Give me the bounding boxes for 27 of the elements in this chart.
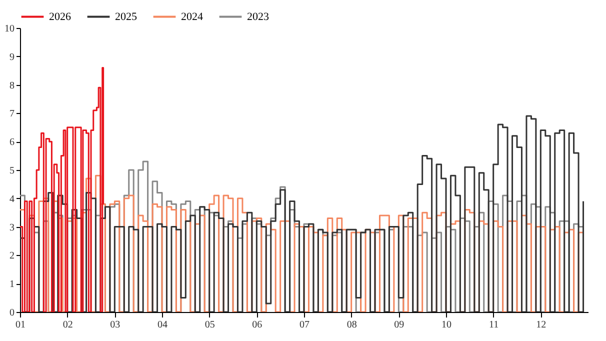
x-tick-label: 09 — [394, 320, 404, 330]
y-tick-label: 8 — [10, 80, 14, 92]
x-tick-label: 03 — [110, 320, 120, 330]
y-tick-label: 5 — [10, 166, 14, 176]
y-tick-label: 9 — [10, 52, 14, 63]
x-tick-label: 01 — [16, 320, 26, 330]
legend-label: 2025 — [115, 10, 138, 23]
y-tick-label: 7 — [10, 108, 14, 120]
x-tick-label: 08 — [346, 320, 357, 330]
y-tick-label: 2 — [10, 250, 14, 262]
legend-label: 2024 — [181, 10, 204, 23]
x-tick-label: 12 — [536, 320, 546, 330]
y-tick-label: 4 — [10, 194, 14, 205]
x-tick-label: 04 — [158, 320, 168, 330]
x-tick-label: 10 — [442, 320, 452, 330]
y-tick-label: 0 — [10, 308, 14, 318]
y-tick-label: 6 — [10, 137, 14, 148]
legend-label: 2026 — [49, 10, 72, 23]
x-tick-label: 11 — [489, 320, 499, 330]
x-tick-label: 05 — [204, 320, 215, 330]
y-tick-label: 10 — [4, 24, 14, 34]
legend-label: 2023 — [247, 10, 270, 23]
y-tick-label: 1 — [10, 279, 14, 290]
x-tick-label: 02 — [62, 320, 73, 330]
x-tick-label: 06 — [252, 320, 262, 330]
x-tick-label: 07 — [300, 320, 310, 330]
y-tick-label: 3 — [10, 222, 14, 234]
